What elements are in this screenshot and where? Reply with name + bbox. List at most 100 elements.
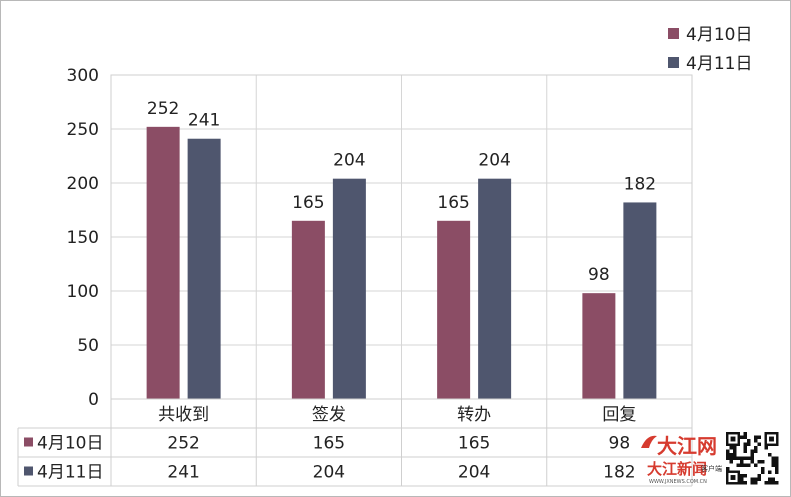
data-label: 165 (292, 193, 324, 213)
category-label: 签发 (312, 405, 346, 425)
category-label: 回复 (602, 405, 636, 425)
bar (187, 138, 221, 399)
qr-module (733, 446, 737, 450)
table-legend-key (24, 437, 33, 447)
qr-module (768, 453, 772, 457)
qr-module (743, 435, 747, 439)
data-label: 204 (478, 151, 510, 171)
qr-module (736, 463, 740, 467)
table-cell: 241 (167, 463, 199, 483)
qr-module (775, 463, 779, 467)
qr-module (750, 453, 754, 457)
qr-module (736, 456, 740, 460)
bar (332, 178, 366, 399)
qr-module (757, 477, 761, 481)
qr-module (754, 477, 758, 481)
qr-module (743, 481, 747, 485)
qr-module (771, 460, 775, 464)
qr-module (740, 477, 744, 481)
bars (146, 126, 657, 399)
data-labels: 252 165 165 98 241 204 204 182 (147, 99, 656, 285)
table-cell: 182 (603, 463, 635, 483)
qr-module (743, 442, 747, 446)
qr-module (757, 442, 761, 446)
data-table: 共收到 签发 转办 回复 4月10日 252 165 165 98 4月11日 241 204 204 1… (17, 398, 693, 487)
qr-module (750, 460, 754, 464)
data-label: 252 (147, 99, 179, 119)
watermark-logo: 大江网 大江新闻 客户端 WWW.JXNEWS.COM.CN (641, 432, 779, 485)
qr-module (771, 463, 775, 467)
watermark-side: 客户端 (701, 464, 722, 473)
legend-key (668, 57, 679, 68)
qr-module (747, 463, 751, 467)
qr-module (733, 453, 737, 457)
qr-module (771, 456, 775, 460)
qr-module (775, 470, 779, 474)
qr-finder-core (769, 436, 774, 442)
qr-module (768, 477, 772, 481)
qr-module (740, 481, 744, 485)
table-cell: 204 (458, 463, 490, 483)
qr-module (743, 463, 747, 467)
watermark-bottom: 大江新闻 (647, 460, 707, 478)
watermark-url: WWW.JXNEWS.COM.CN (649, 479, 707, 485)
category-label: 共收到 (158, 405, 209, 425)
qr-module (757, 460, 761, 464)
table-cell: 98 (609, 434, 631, 454)
data-label: 165 (437, 193, 469, 213)
qr-module (768, 470, 772, 474)
qr-module (743, 446, 747, 450)
qr-module (726, 453, 730, 457)
qr-module (740, 463, 744, 467)
bar (437, 220, 471, 399)
qr-module (761, 470, 765, 474)
qr-module (754, 463, 758, 467)
bar (291, 220, 325, 399)
qr-module (729, 460, 733, 464)
legend-label: 4月10日 (686, 25, 752, 45)
qr-module (761, 460, 765, 464)
category-label: 转办 (457, 405, 491, 425)
qr-module (743, 449, 747, 453)
qr-module (750, 456, 754, 460)
qr-module (761, 467, 765, 471)
table-cell: 165 (313, 434, 345, 454)
y-tick-label: 0 (88, 390, 99, 410)
data-label: 204 (333, 151, 365, 171)
table-cell: 252 (167, 434, 199, 454)
qr-module (740, 474, 744, 478)
qr-finder-core (730, 436, 736, 442)
qr-module (775, 481, 779, 485)
bar (582, 293, 616, 399)
table-series-name: 4月11日 (37, 463, 103, 483)
flame-icon (641, 435, 657, 448)
y-tick-label: 100 (67, 282, 99, 302)
qr-module (747, 456, 751, 460)
watermark-top: 大江网 (657, 434, 717, 458)
table-series-name: 4月10日 (37, 434, 103, 454)
qr-module (729, 453, 733, 457)
qr-module (775, 456, 779, 460)
qr-module (747, 439, 751, 443)
bar (478, 178, 512, 399)
bar (623, 202, 657, 399)
qr-module (750, 481, 754, 485)
y-axis: 0 50 100 150 200 250 300 (67, 66, 99, 410)
qr-module (733, 456, 737, 460)
bar (146, 126, 180, 399)
qr-module (771, 481, 775, 485)
qr-module (743, 474, 747, 478)
data-label: 182 (624, 174, 656, 194)
qr-module (729, 456, 733, 460)
qr-module (750, 477, 754, 481)
y-tick-label: 150 (67, 228, 99, 248)
qr-module (740, 435, 744, 439)
legend-label: 4月11日 (686, 54, 752, 74)
jxnews-logo: 大江网 大江新闻 客户端 WWW.JXNEWS.COM.CN (641, 434, 722, 485)
qr-module (750, 449, 754, 453)
qr-module (740, 460, 744, 464)
qr-module (768, 481, 772, 485)
qr-module (754, 446, 758, 450)
